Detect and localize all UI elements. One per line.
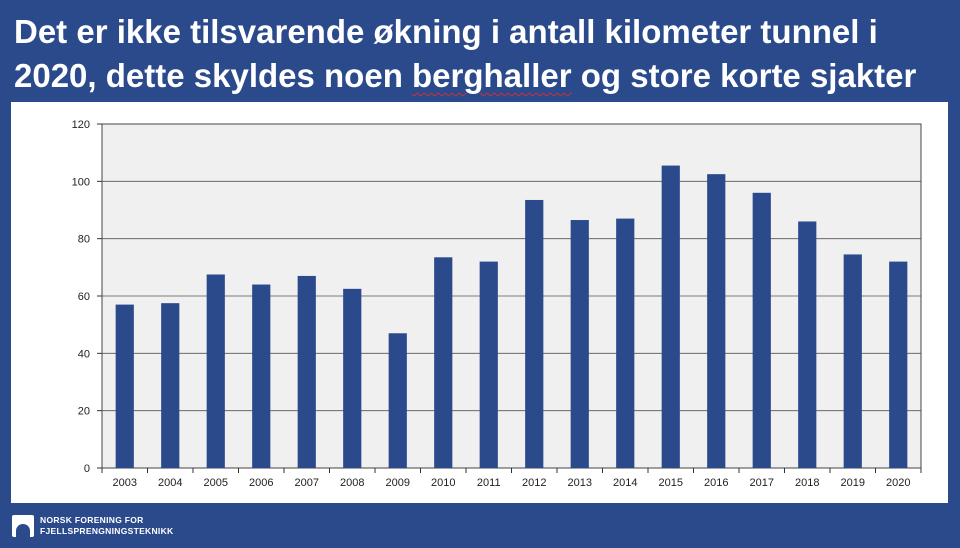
bar xyxy=(161,303,180,468)
bar xyxy=(707,174,726,468)
x-tick-label: 2017 xyxy=(750,477,774,489)
bar xyxy=(479,261,498,468)
y-tick-label: 120 xyxy=(72,119,90,131)
x-tick-label: 2006 xyxy=(249,477,273,489)
x-tick-label: 2010 xyxy=(431,477,455,489)
bar xyxy=(525,199,544,468)
bar xyxy=(434,257,453,468)
x-tick-label: 2015 xyxy=(659,477,683,489)
bar xyxy=(343,288,362,468)
x-tick-label: 2012 xyxy=(522,477,546,489)
y-tick-label: 100 xyxy=(72,176,90,188)
x-tick-label: 2004 xyxy=(158,477,182,489)
tunnel-logo-icon xyxy=(12,515,34,537)
bar-chart: 0 20 40 60 80 100 120 2003 2004 2005 2006 2007 2008 2… xyxy=(72,119,922,489)
bar xyxy=(616,218,635,468)
bar xyxy=(252,284,271,468)
title-text-end: og store korte sjakter xyxy=(571,57,917,94)
bar xyxy=(388,333,407,468)
x-tick-label: 2003 xyxy=(113,477,137,489)
bar xyxy=(570,220,589,468)
x-tick-label: 2011 xyxy=(477,477,501,489)
bar xyxy=(206,274,225,468)
title-text-spellcheck-word: berghaller xyxy=(412,57,572,94)
x-tick-label: 2020 xyxy=(886,477,910,489)
x-tick-label: 2005 xyxy=(204,477,228,489)
title-text-start: Det er ikke tilsvarende økning i antall … xyxy=(14,13,878,94)
bar xyxy=(297,275,316,468)
x-tick-label: 2014 xyxy=(613,477,637,489)
y-tick-label: 40 xyxy=(78,348,90,360)
x-tick-label: 2009 xyxy=(386,477,410,489)
y-tick-label: 0 xyxy=(84,463,90,475)
x-tick-label: 2018 xyxy=(795,477,819,489)
bar xyxy=(115,304,134,468)
footer-logo: NORSK FORENING FOR FJELLSPRENGNINGSTEKNI… xyxy=(12,512,173,540)
x-tick-label: 2016 xyxy=(704,477,728,489)
organization-name-line2: FJELLSPRENGNINGSTEKNIKK xyxy=(40,526,174,536)
bar xyxy=(889,261,908,468)
chart-panel: 0 20 40 60 80 100 120 2003 2004 2005 2006 2007 2008 2… xyxy=(11,102,948,503)
bar xyxy=(752,192,771,469)
slide-title: Det er ikke tilsvarende økning i antall … xyxy=(14,10,949,98)
y-tick-label: 80 xyxy=(78,234,90,246)
y-tick-label: 60 xyxy=(78,291,90,303)
bar xyxy=(661,165,680,469)
bar xyxy=(843,254,862,468)
organization-name-line1: NORSK FORENING FOR xyxy=(40,515,144,525)
x-tick-label: 2008 xyxy=(340,477,364,489)
x-tick-label: 2019 xyxy=(841,477,865,489)
x-tick-label: 2007 xyxy=(295,477,319,489)
x-tick-label: 2013 xyxy=(568,477,592,489)
bar xyxy=(798,221,817,468)
organization-name: NORSK FORENING FOR FJELLSPRENGNINGSTEKNI… xyxy=(40,515,173,537)
y-tick-label: 20 xyxy=(78,406,90,418)
